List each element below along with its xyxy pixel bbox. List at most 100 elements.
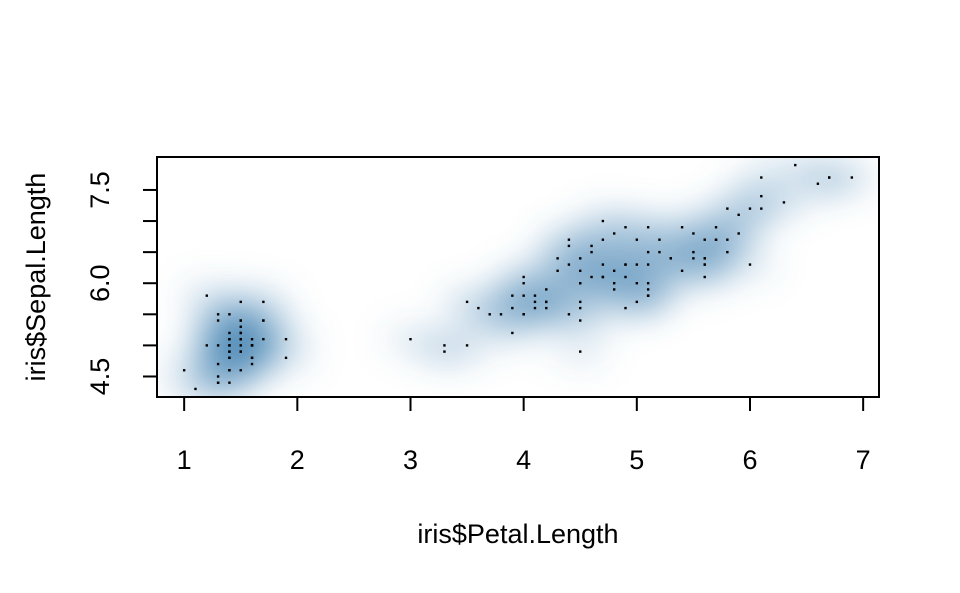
- data-point: [556, 257, 559, 260]
- data-point: [216, 344, 220, 347]
- y-tick-label: 7.5: [85, 171, 115, 209]
- x-tick-label: 6: [742, 445, 757, 475]
- data-point: [737, 213, 740, 217]
- data-point: [239, 350, 242, 353]
- data-point: [522, 282, 525, 285]
- data-point: [658, 238, 661, 241]
- data-point: [850, 176, 854, 179]
- x-tick-label: 2: [290, 445, 305, 475]
- data-point: [228, 331, 231, 335]
- data-point: [703, 238, 706, 241]
- data-point: [239, 369, 242, 372]
- data-point: [601, 275, 605, 279]
- data-point: [612, 288, 616, 291]
- data-point: [194, 387, 197, 391]
- data-point: [499, 313, 503, 316]
- data-point: [409, 337, 412, 341]
- data-point: [635, 238, 639, 241]
- data-point: [680, 269, 684, 272]
- data-point: [579, 300, 582, 304]
- data-point: [669, 257, 672, 260]
- y-axis: 4.5 6.0 7.5: [85, 171, 158, 396]
- data-point: [262, 319, 265, 322]
- data-point: [250, 337, 254, 341]
- data-point: [465, 300, 469, 304]
- data-point: [250, 356, 254, 360]
- x-tick-label: 1: [177, 445, 192, 475]
- data-point: [216, 319, 220, 322]
- data-point: [533, 294, 537, 297]
- data-point: [216, 375, 220, 378]
- data-point: [488, 313, 491, 316]
- data-point: [703, 263, 706, 266]
- data-point: [567, 263, 571, 266]
- data-point: [782, 201, 786, 204]
- data-point: [714, 226, 718, 229]
- data-point: [646, 288, 650, 291]
- data-point: [703, 257, 706, 260]
- data-point: [556, 269, 559, 272]
- data-point: [612, 232, 616, 235]
- data-point: [567, 244, 571, 248]
- data-point: [748, 207, 752, 210]
- data-point: [228, 344, 231, 347]
- data-point: [228, 313, 231, 316]
- data-point: [216, 313, 220, 316]
- data-point: [590, 275, 593, 279]
- data-point: [726, 238, 729, 241]
- data-point: [612, 282, 616, 285]
- data-point: [239, 300, 242, 304]
- data-point: [601, 263, 605, 266]
- data-point: [239, 319, 242, 322]
- data-point: [545, 288, 548, 291]
- data-point: [726, 250, 729, 254]
- data-point: [284, 337, 288, 341]
- data-point: [601, 238, 605, 241]
- data-point: [714, 238, 718, 241]
- data-point: [601, 219, 605, 223]
- data-point: [250, 362, 254, 366]
- data-point: [567, 313, 571, 316]
- data-point: [624, 275, 627, 279]
- data-point: [692, 250, 695, 254]
- data-point: [646, 263, 650, 266]
- data-point: [443, 344, 446, 347]
- data-point: [545, 300, 548, 304]
- x-tick-label: 4: [516, 445, 531, 475]
- data-point: [205, 344, 208, 347]
- data-point: [646, 250, 650, 254]
- y-tick-label: 4.5: [85, 358, 115, 396]
- data-point: [816, 182, 820, 185]
- data-point: [579, 282, 582, 285]
- data-point: [239, 337, 242, 341]
- x-tick-label: 5: [629, 445, 644, 475]
- data-point: [545, 306, 548, 310]
- data-point: [624, 226, 627, 229]
- data-point: [511, 294, 514, 297]
- data-point: [284, 356, 288, 360]
- data-point: [228, 337, 231, 341]
- data-point: [579, 319, 582, 322]
- x-axis: 1 2 3 4 5 6 7: [177, 396, 871, 475]
- data-point: [567, 238, 571, 241]
- data-point: [760, 176, 763, 179]
- data-point: [680, 226, 684, 229]
- data-point: [239, 325, 242, 328]
- data-point: [477, 306, 480, 310]
- data-point: [216, 381, 220, 384]
- data-point: [579, 350, 582, 353]
- data-point: [511, 331, 514, 335]
- data-point: [511, 306, 514, 310]
- data-point: [262, 300, 265, 304]
- x-tick-label: 7: [856, 445, 871, 475]
- data-point: [635, 282, 639, 285]
- data-point: [522, 275, 525, 279]
- data-point: [635, 263, 639, 266]
- data-point: [624, 306, 627, 310]
- y-axis-title: iris$Sepal.Length: [21, 173, 51, 382]
- data-point: [533, 300, 537, 304]
- data-point: [635, 300, 639, 304]
- data-point: [228, 356, 231, 360]
- data-point: [748, 263, 752, 266]
- data-point: [262, 337, 265, 341]
